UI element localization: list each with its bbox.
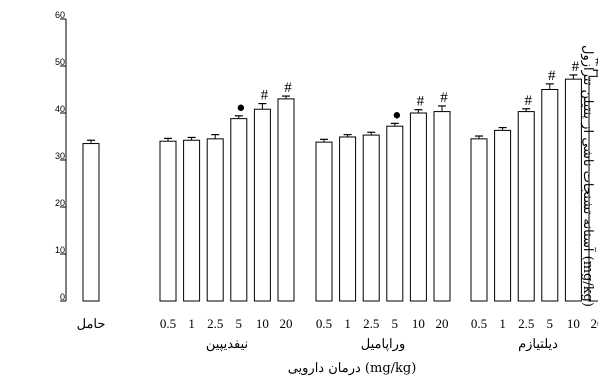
x-tick-labels: حامل 0.5 1 2.5 5 10 20 نیفدیپین 0.5 1 2.5 5 10 20 وراپ… [77, 316, 598, 352]
significance-marker: # [440, 90, 448, 106]
dose-label: 0.5 [160, 316, 176, 331]
significance-marker: ● [392, 107, 401, 123]
dose-label: 5 [547, 316, 554, 331]
y-tick-label: 20 [55, 198, 65, 208]
significance-marker: # [261, 88, 269, 104]
bars: ● # # ● # # # # # # [82, 54, 598, 302]
bar [362, 134, 380, 302]
bar [517, 111, 535, 302]
significance-marker: # [548, 68, 556, 84]
bar [315, 141, 333, 302]
significance-marker: # [284, 80, 292, 96]
bar [433, 111, 451, 302]
y-tick-label: 40 [55, 104, 65, 114]
bar [470, 138, 488, 302]
significance-marker: # [595, 54, 598, 70]
dose-label: 10 [567, 316, 580, 331]
dose-label: 5 [392, 316, 399, 331]
dose-label: 2.5 [363, 316, 379, 331]
y-tick-label: 30 [55, 151, 65, 161]
bar [339, 136, 357, 302]
bar-control [82, 143, 100, 302]
group-label: وراپامیل [361, 337, 405, 352]
dose-label: 20 [436, 316, 449, 331]
dose-label: 20 [591, 316, 598, 331]
bar [230, 118, 248, 302]
dose-label: 1 [499, 316, 506, 331]
significance-marker: # [524, 93, 532, 109]
bar [206, 138, 224, 302]
dose-label: 0.5 [471, 316, 487, 331]
dose-label: 1 [344, 316, 351, 331]
dose-label: 0.5 [316, 316, 332, 331]
y-axis: 0 10 20 30 40 50 60 [55, 10, 67, 302]
bar [564, 78, 582, 302]
bar [494, 129, 512, 302]
significance-marker: # [417, 94, 425, 110]
significance-marker: ● [236, 100, 245, 116]
dose-label: 10 [412, 316, 425, 331]
dose-label: 1 [188, 316, 195, 331]
dose-label: 20 [280, 316, 293, 331]
y-tick-label: 10 [55, 245, 65, 255]
dose-label: 2.5 [518, 316, 534, 331]
y-tick-label: 50 [55, 57, 65, 67]
bar [541, 89, 559, 302]
bar [386, 125, 404, 302]
bar [183, 139, 201, 302]
bar [253, 108, 271, 302]
group-label: نیفدیپین [206, 337, 248, 352]
significance-marker: # [572, 59, 580, 75]
y-tick-label: 60 [55, 10, 65, 20]
dose-label: 5 [236, 316, 243, 331]
y-tick-label: 0 [60, 292, 65, 302]
bar [409, 112, 427, 302]
dose-label: 2.5 [207, 316, 223, 331]
y-axis-label: آستانه تشنجات ناشی از پنتیلن تترازول (mg… [580, 45, 597, 307]
x-axis-label: درمان دارویی (mg/kg) [288, 361, 417, 376]
bar [277, 98, 295, 302]
group-label: دیلتیازم [518, 337, 558, 352]
control-label: حامل [77, 316, 106, 331]
bar [159, 140, 177, 302]
dose-label: 10 [256, 316, 269, 331]
